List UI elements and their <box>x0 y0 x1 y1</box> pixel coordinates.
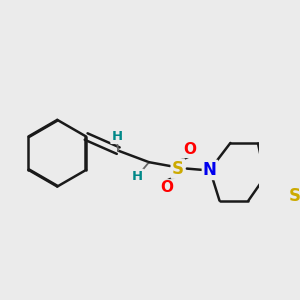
Text: H: H <box>132 170 143 183</box>
Text: N: N <box>203 161 217 179</box>
Text: S: S <box>172 160 184 178</box>
Text: O: O <box>160 180 173 195</box>
Text: S: S <box>289 187 300 205</box>
Text: O: O <box>183 142 196 157</box>
Text: H: H <box>111 130 122 143</box>
